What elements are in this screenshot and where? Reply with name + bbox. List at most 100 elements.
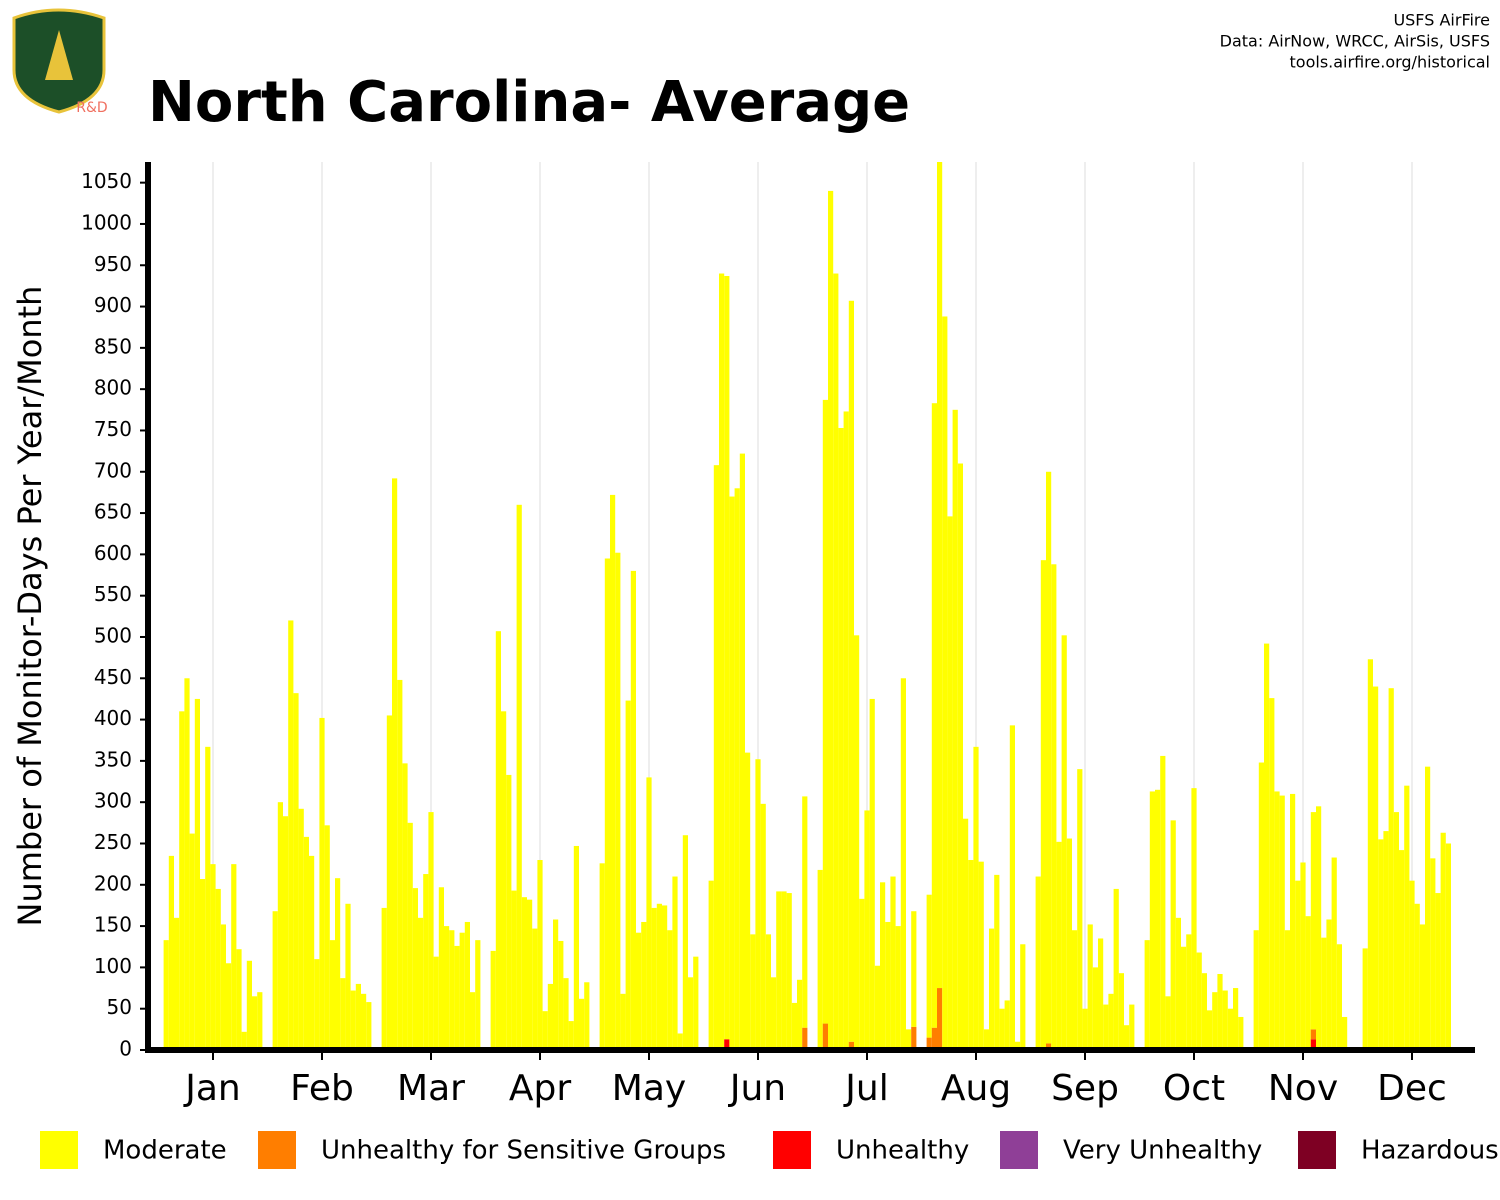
- bar-segment: [999, 1008, 1005, 1050]
- bar-segment: [1072, 930, 1078, 1050]
- bar-segment: [859, 898, 865, 1050]
- bar-segment: [1233, 988, 1239, 1050]
- bar-segment: [1217, 974, 1223, 1050]
- bar-segment: [973, 746, 979, 1050]
- y-tick-label: 450: [94, 665, 132, 689]
- bar-segment: [656, 903, 662, 1050]
- bar-segment: [355, 983, 361, 1050]
- bar-segment: [501, 711, 507, 1050]
- bar-segment: [449, 930, 455, 1050]
- bar-segment: [682, 835, 688, 1050]
- bar-segment: [677, 1033, 683, 1050]
- bar-segment: [563, 978, 569, 1050]
- bar-segment: [1207, 1010, 1213, 1050]
- bar-segment: [184, 678, 190, 1050]
- bar-segment: [573, 845, 579, 1050]
- bar-segment: [1404, 785, 1410, 1050]
- bar-segment: [1196, 952, 1202, 1050]
- y-tick-label: 700: [94, 458, 132, 482]
- x-tick-label: Dec: [1377, 1068, 1447, 1109]
- bar-segment: [1149, 791, 1155, 1050]
- bar-segment: [1383, 831, 1389, 1050]
- bar-segment: [843, 411, 849, 1050]
- bar-segment: [174, 917, 180, 1050]
- legend-swatch: [258, 1131, 296, 1169]
- bar-segment: [1040, 560, 1046, 1050]
- x-tick-label: Feb: [290, 1068, 354, 1109]
- legend-swatch: [1298, 1131, 1336, 1169]
- bar-segment: [309, 855, 315, 1050]
- bar-segment: [412, 888, 418, 1050]
- bar-segment: [1082, 1008, 1088, 1050]
- bar-segment: [226, 963, 232, 1050]
- logo-label: R&D: [76, 100, 107, 116]
- x-tick-label: Jan: [183, 1068, 241, 1109]
- y-tick-label: 250: [94, 830, 132, 854]
- bar-segment: [1362, 948, 1368, 1050]
- legend-label: Moderate: [103, 1136, 227, 1166]
- bar-segment: [303, 836, 309, 1050]
- bar-segment: [926, 1037, 932, 1050]
- bar-segment: [1342, 1016, 1348, 1050]
- bar-segment: [1419, 924, 1425, 1050]
- bar-segment: [361, 993, 367, 1050]
- y-tick-label: 150: [94, 913, 132, 937]
- bar-segment: [947, 516, 953, 1050]
- bar-segment: [874, 965, 880, 1050]
- bar-segment: [1399, 850, 1405, 1050]
- legend-label: Unhealthy for Sensitive Groups: [321, 1136, 726, 1166]
- bar-segment: [869, 698, 875, 1050]
- bar-segment: [776, 891, 782, 1050]
- legend-label: Very Unhealthy: [1063, 1136, 1262, 1166]
- bar-segment: [931, 403, 937, 1028]
- bar-segment: [1087, 924, 1093, 1050]
- bar-segment: [1051, 564, 1057, 1050]
- bar-segment: [952, 409, 958, 1050]
- bar-segment: [516, 504, 522, 1050]
- x-tick-label: May: [612, 1068, 686, 1109]
- y-axis-label: Number of Monitor-Days Per Year/Month: [11, 286, 49, 927]
- bar-segment: [1035, 876, 1041, 1050]
- bar-segment: [402, 763, 408, 1050]
- legend-swatch: [1000, 1131, 1038, 1169]
- bar-segment: [636, 932, 642, 1050]
- bar-segment: [319, 717, 325, 1050]
- bar-segment: [1222, 990, 1228, 1050]
- bar-segment: [200, 879, 206, 1050]
- bar-segment: [236, 949, 242, 1050]
- bar-segment: [1077, 769, 1083, 1050]
- bar-segment: [771, 977, 777, 1050]
- bar-segment: [667, 930, 673, 1050]
- bar-segment: [386, 715, 392, 1050]
- bar-segment: [194, 698, 200, 1050]
- bar-segment: [428, 812, 434, 1050]
- bar-segment: [848, 1041, 854, 1050]
- bar-segment: [490, 950, 496, 1050]
- y-tick-label: 900: [94, 293, 132, 317]
- bar-segment: [1310, 812, 1316, 1030]
- x-tick-label: Nov: [1268, 1068, 1338, 1109]
- bar-segment: [641, 921, 647, 1050]
- x-tick-label: Jul: [843, 1068, 888, 1109]
- legend-swatch: [773, 1131, 811, 1169]
- bar-segment: [719, 273, 725, 1051]
- bar-segment: [1331, 857, 1337, 1050]
- bar-segment: [464, 921, 470, 1050]
- legend-swatch: [40, 1131, 78, 1169]
- bar-segment: [734, 488, 740, 1051]
- bar-segment: [1103, 1004, 1109, 1050]
- bar-segment: [822, 399, 828, 1024]
- bar-segment: [1155, 789, 1161, 1050]
- bar-segment: [1092, 967, 1098, 1050]
- bar-segment: [1295, 880, 1301, 1050]
- bar-segment: [475, 940, 481, 1050]
- bar-segment: [1098, 938, 1104, 1050]
- bar-segment: [1066, 838, 1072, 1050]
- bar-segment: [1321, 937, 1327, 1050]
- bar-segment: [745, 752, 751, 1050]
- y-tick-label: 950: [94, 252, 132, 276]
- y-tick-label: 550: [94, 582, 132, 606]
- bar-segment: [231, 864, 237, 1050]
- bar-segment: [724, 275, 730, 1040]
